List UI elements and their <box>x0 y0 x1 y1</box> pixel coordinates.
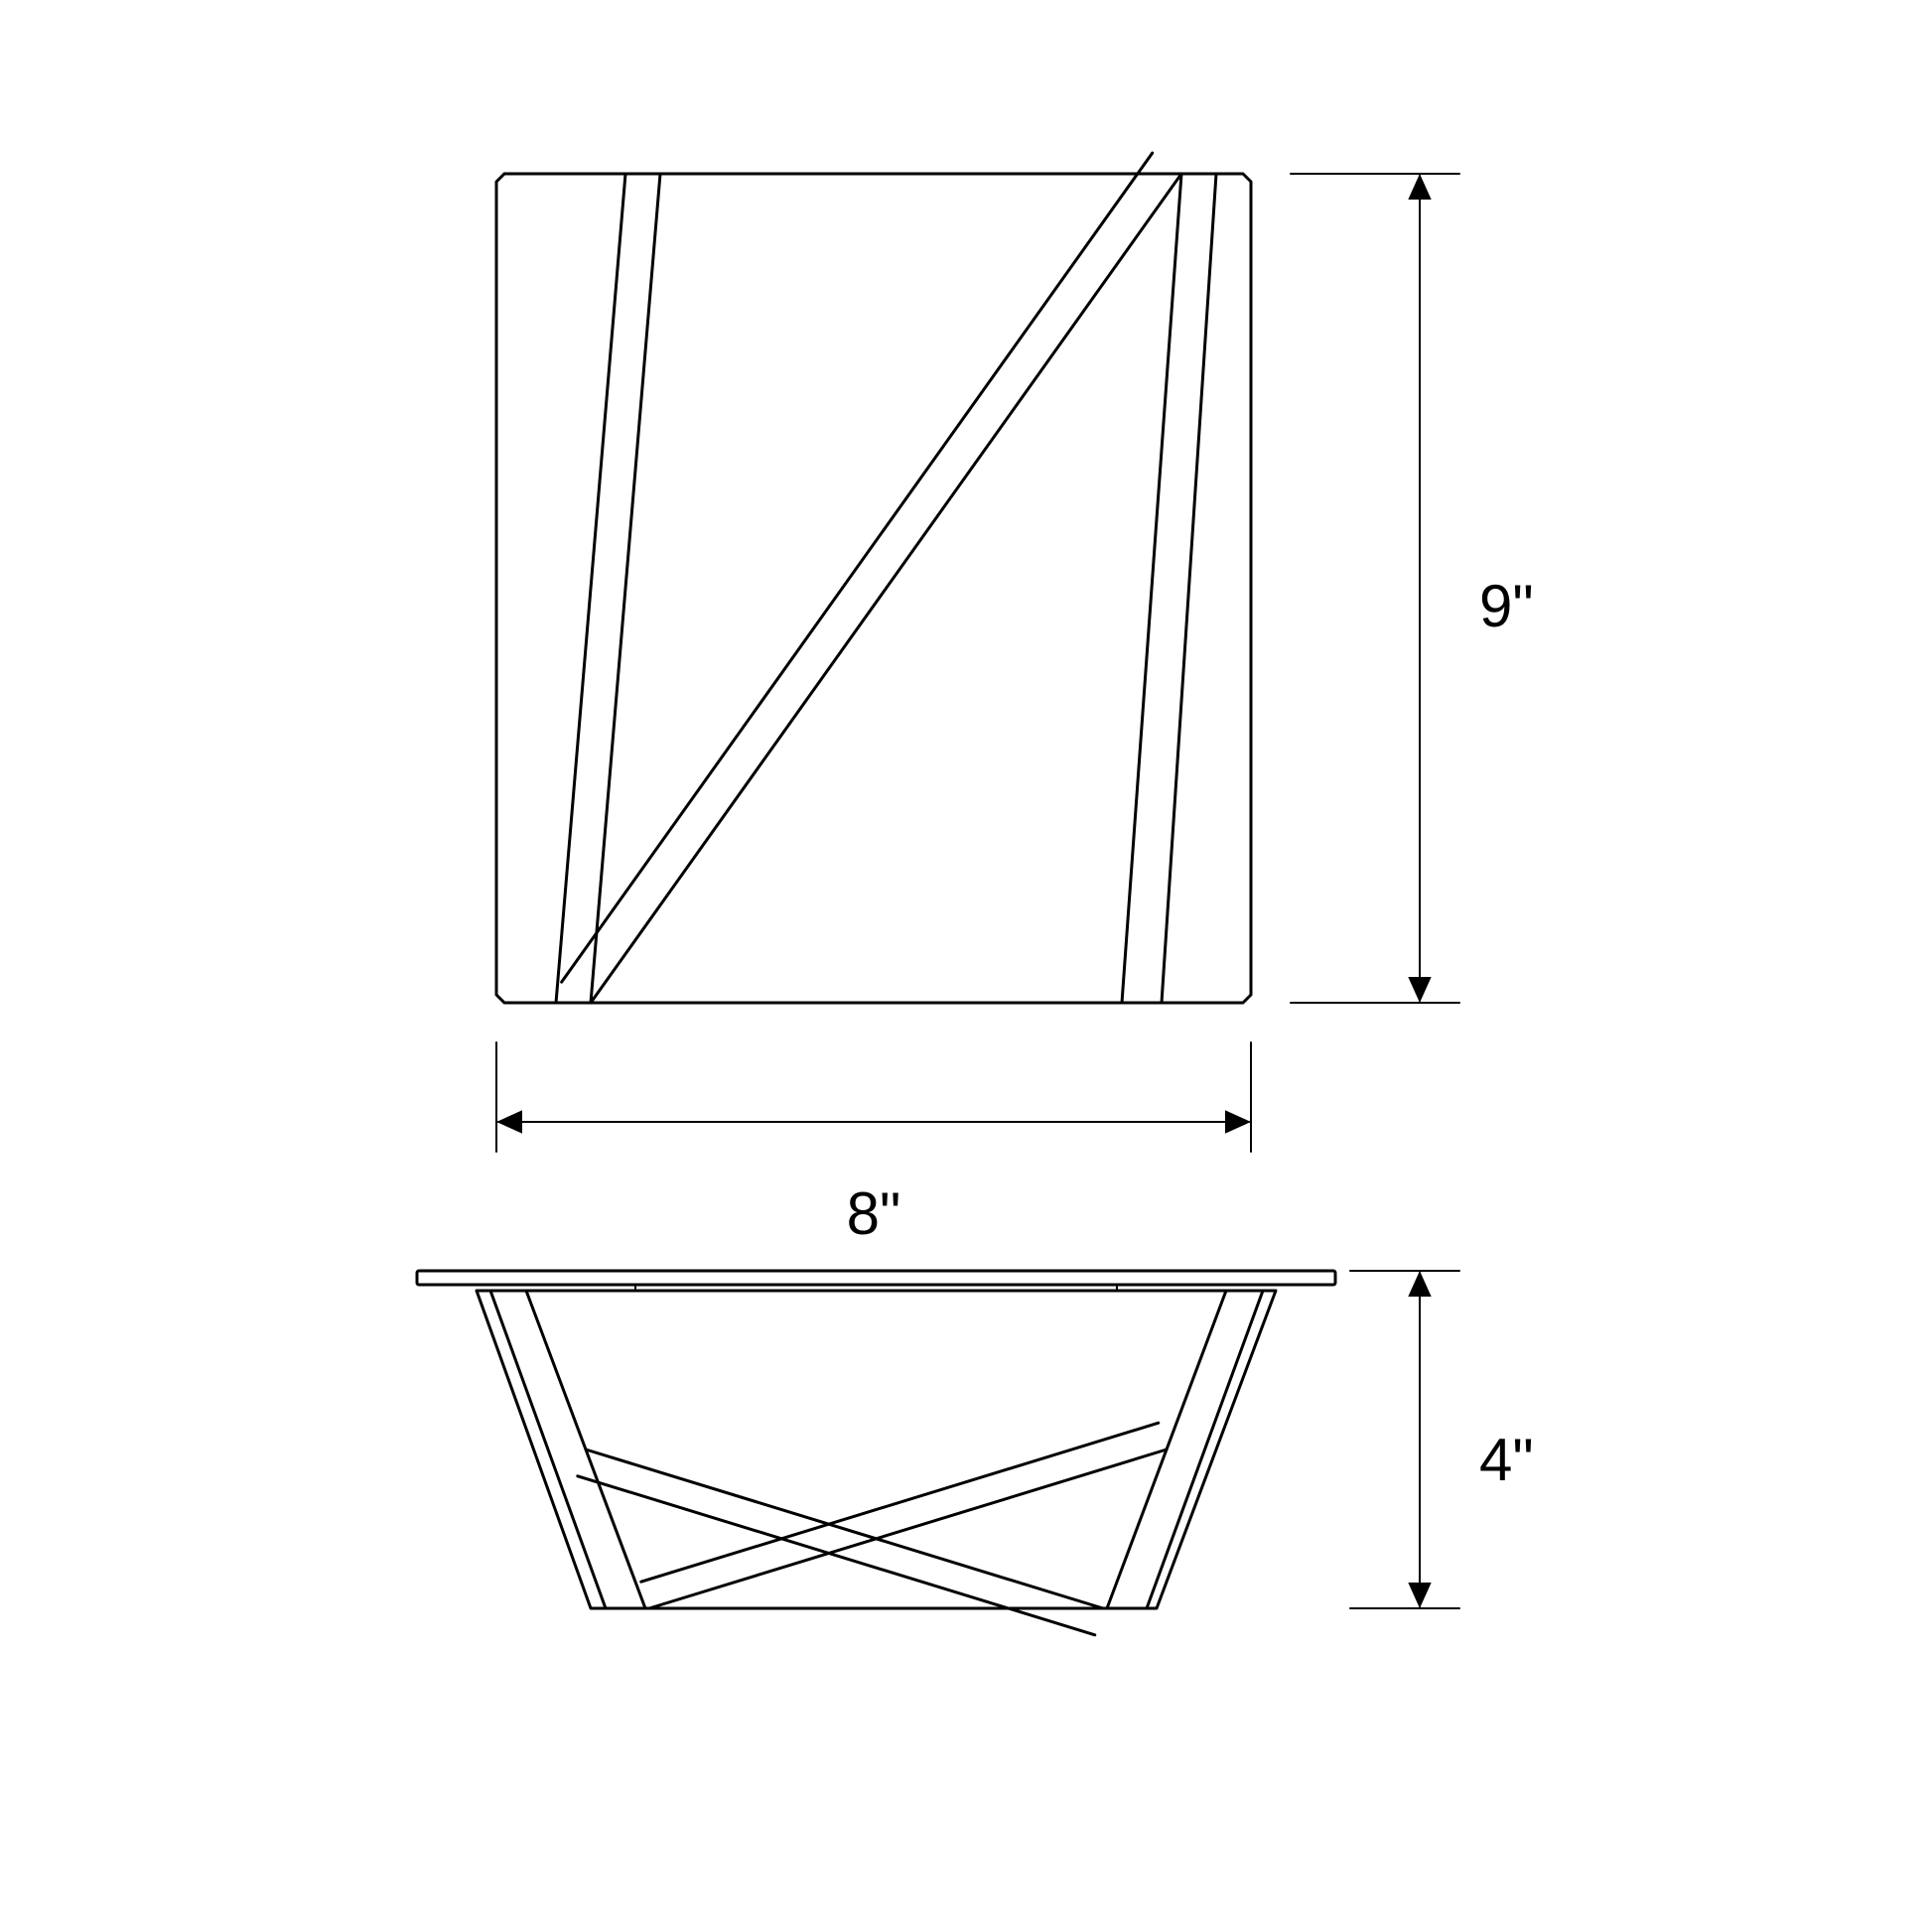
dimension-depth <box>1350 1271 1459 1608</box>
dimension-width <box>496 1042 1251 1152</box>
technical-drawing: 9" 8" 4" <box>0 0 1932 1932</box>
dimension-width-label: 8" <box>847 1180 901 1247</box>
side-view <box>417 1271 1335 1635</box>
dimension-height <box>1291 174 1459 1003</box>
dimension-depth-label: 4" <box>1479 1427 1534 1493</box>
drawing-svg: 9" 8" 4" <box>0 0 1932 1932</box>
dimension-height-label: 9" <box>1479 573 1534 639</box>
top-view <box>496 153 1251 1003</box>
